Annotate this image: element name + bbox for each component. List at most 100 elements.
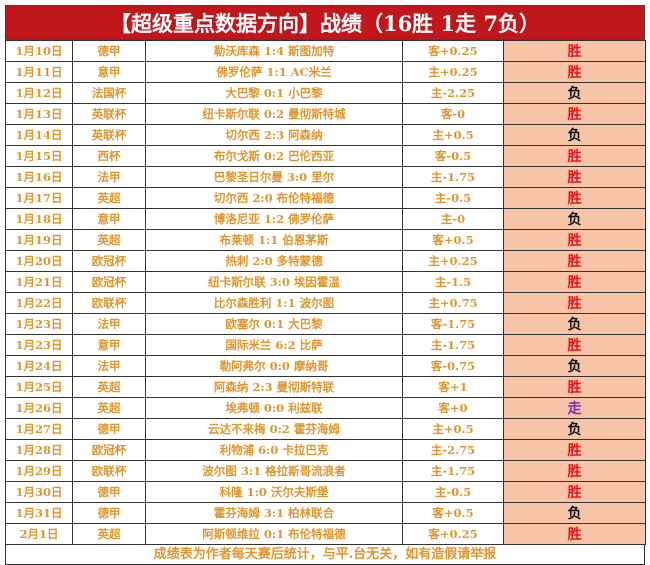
results-table: 1月10日 德甲 勒沃库森 1:4 斯图加特 客+0.25 胜 1月11日 意甲 佛罗伦萨 1… — [5, 40, 646, 545]
date-cell: 1月31日 — [5, 502, 73, 524]
result-cell: 胜 — [503, 145, 646, 167]
match-cell: 切尔西 2:3 阿森纳 — [145, 124, 403, 146]
result-cell: 胜 — [503, 229, 646, 251]
date-cell: 1月13日 — [5, 103, 73, 125]
table-row: 1月23日 法甲 欧塞尔 0:1 大巴黎 客-1.75 负 — [5, 313, 646, 335]
date-cell: 1月11日 — [5, 61, 73, 83]
result-cell: 负 — [503, 418, 646, 440]
handicap-cell: 主-2.25 — [402, 82, 504, 104]
table-row: 1月13日 英联杯 纽卡斯尔联 0:2 曼彻斯特城 客-0 胜 — [5, 103, 646, 125]
match-cell: 大巴黎 0:1 小巴黎 — [145, 82, 403, 104]
date-cell: 1月23日 — [5, 334, 73, 356]
league-cell: 法国杯 — [72, 82, 146, 104]
result-cell: 胜 — [503, 481, 646, 503]
footer-note: 成绩表为作者每天赛后统计，与平.台无关，如有造假请举报 — [5, 545, 645, 565]
result-cell: 胜 — [503, 61, 646, 83]
table-row: 1月26日 英超 埃弗顿 0:0 利兹联 客+0 走 — [5, 397, 646, 419]
match-cell: 利物浦 6:0 卡拉巴克 — [145, 439, 403, 461]
date-cell: 1月26日 — [5, 397, 73, 419]
result-cell: 胜 — [503, 103, 646, 125]
league-cell: 德甲 — [72, 502, 146, 524]
result-cell: 走 — [503, 397, 646, 419]
match-cell: 云达不来梅 0:2 霍芬海姆 — [145, 418, 403, 440]
date-cell: 1月16日 — [5, 166, 73, 188]
league-cell: 英超 — [72, 523, 146, 545]
league-cell: 德甲 — [72, 481, 146, 503]
date-cell: 1月20日 — [5, 250, 73, 272]
table-row: 1月11日 意甲 佛罗伦萨 1:1 AC米兰 主+0.25 胜 — [5, 61, 646, 83]
handicap-cell: 客+1 — [402, 376, 504, 398]
handicap-cell: 客-0.5 — [402, 145, 504, 167]
result-cell: 胜 — [503, 439, 646, 461]
league-cell: 法甲 — [72, 166, 146, 188]
league-cell: 欧冠杯 — [72, 439, 146, 461]
result-cell: 负 — [503, 313, 646, 335]
date-cell: 1月14日 — [5, 124, 73, 146]
date-cell: 1月28日 — [5, 439, 73, 461]
league-cell: 德甲 — [72, 40, 146, 62]
league-cell: 英超 — [72, 187, 146, 209]
table-row: 1月14日 英联杯 切尔西 2:3 阿森纳 主+0.5 负 — [5, 124, 646, 146]
handicap-cell: 客+0.25 — [402, 40, 504, 62]
date-cell: 1月10日 — [5, 40, 73, 62]
date-cell: 1月25日 — [5, 376, 73, 398]
table-row: 1月27日 德甲 云达不来梅 0:2 霍芬海姆 主+0.5 负 — [5, 418, 646, 440]
result-cell: 胜 — [503, 250, 646, 272]
league-cell: 德甲 — [72, 418, 146, 440]
league-cell: 欧冠杯 — [72, 271, 146, 293]
date-cell: 1月15日 — [5, 145, 73, 167]
table-row: 1月15日 西杯 布尔戈斯 0:2 巴伦西亚 客-0.5 胜 — [5, 145, 646, 167]
date-cell: 1月29日 — [5, 460, 73, 482]
record-sheet: 【超级重点数据方向】战绩（16胜 1走 7负） 1月10日 德甲 勒沃库森 1:4 … — [5, 5, 646, 565]
handicap-cell: 客+0.25 — [402, 523, 504, 545]
handicap-cell: 主-2.75 — [402, 439, 504, 461]
match-cell: 纽卡斯尔联 3:0 埃因霍温 — [145, 271, 403, 293]
date-cell: 1月18日 — [5, 208, 73, 230]
league-cell: 意甲 — [72, 208, 146, 230]
handicap-cell: 客+0.5 — [402, 502, 504, 524]
result-cell: 胜 — [503, 166, 646, 188]
handicap-cell: 主-1.75 — [402, 166, 504, 188]
result-cell: 负 — [503, 82, 646, 104]
match-cell: 勒阿弗尔 0:0 摩纳哥 — [145, 355, 403, 377]
sheet-title: 【超级重点数据方向】战绩（16胜 1走 7负） — [5, 5, 645, 40]
match-cell: 阿斯顿维拉 0:1 布伦特福德 — [145, 523, 403, 545]
table-row: 1月21日 欧冠杯 纽卡斯尔联 3:0 埃因霍温 主-1.5 胜 — [5, 271, 646, 293]
table-row: 1月20日 欧冠杯 热刺 2:0 多特蒙德 主+0.25 胜 — [5, 250, 646, 272]
table-row: 1月12日 法国杯 大巴黎 0:1 小巴黎 主-2.25 负 — [5, 82, 646, 104]
result-cell: 负 — [503, 124, 646, 146]
match-cell: 霍芬海姆 3:1 柏林联合 — [145, 502, 403, 524]
handicap-cell: 主-1.75 — [402, 334, 504, 356]
match-cell: 切尔西 2:0 布伦特福德 — [145, 187, 403, 209]
league-cell: 英联杯 — [72, 103, 146, 125]
league-cell: 欧联杯 — [72, 460, 146, 482]
date-cell: 1月30日 — [5, 481, 73, 503]
table-row: 1月30日 德甲 科隆 1:0 沃尔夫斯堡 主-0.5 胜 — [5, 481, 646, 503]
result-cell: 胜 — [503, 40, 646, 62]
handicap-cell: 主+0.25 — [402, 250, 504, 272]
result-cell: 胜 — [503, 523, 646, 545]
date-cell: 1月17日 — [5, 187, 73, 209]
result-cell: 胜 — [503, 376, 646, 398]
table-row: 1月25日 英超 阿森纳 2:3 曼彻斯特联 客+1 胜 — [5, 376, 646, 398]
match-cell: 纽卡斯尔联 0:2 曼彻斯特城 — [145, 103, 403, 125]
handicap-cell: 客-0.75 — [402, 355, 504, 377]
table-row: 1月23日 意甲 国际米兰 6:2 比萨 主-1.75 胜 — [5, 334, 646, 356]
table-row: 1月19日 英超 布莱顿 1:1 伯恩茅斯 客+0.5 胜 — [5, 229, 646, 251]
match-cell: 比尔森胜利 1:1 波尔图 — [145, 292, 403, 314]
handicap-cell: 主+0.5 — [402, 124, 504, 146]
league-cell: 英超 — [72, 397, 146, 419]
result-cell: 胜 — [503, 271, 646, 293]
league-cell: 英超 — [72, 229, 146, 251]
handicap-cell: 主-1.75 — [402, 460, 504, 482]
match-cell: 布莱顿 1:1 伯恩茅斯 — [145, 229, 403, 251]
match-cell: 国际米兰 6:2 比萨 — [145, 334, 403, 356]
league-cell: 欧冠杯 — [72, 250, 146, 272]
date-cell: 1月27日 — [5, 418, 73, 440]
match-cell: 布尔戈斯 0:2 巴伦西亚 — [145, 145, 403, 167]
result-cell: 胜 — [503, 292, 646, 314]
date-cell: 1月19日 — [5, 229, 73, 251]
result-cell: 负 — [503, 502, 646, 524]
table-row: 1月29日 欧联杯 波尔图 3:1 格拉斯哥流浪者 主-1.75 胜 — [5, 460, 646, 482]
league-cell: 英联杯 — [72, 124, 146, 146]
